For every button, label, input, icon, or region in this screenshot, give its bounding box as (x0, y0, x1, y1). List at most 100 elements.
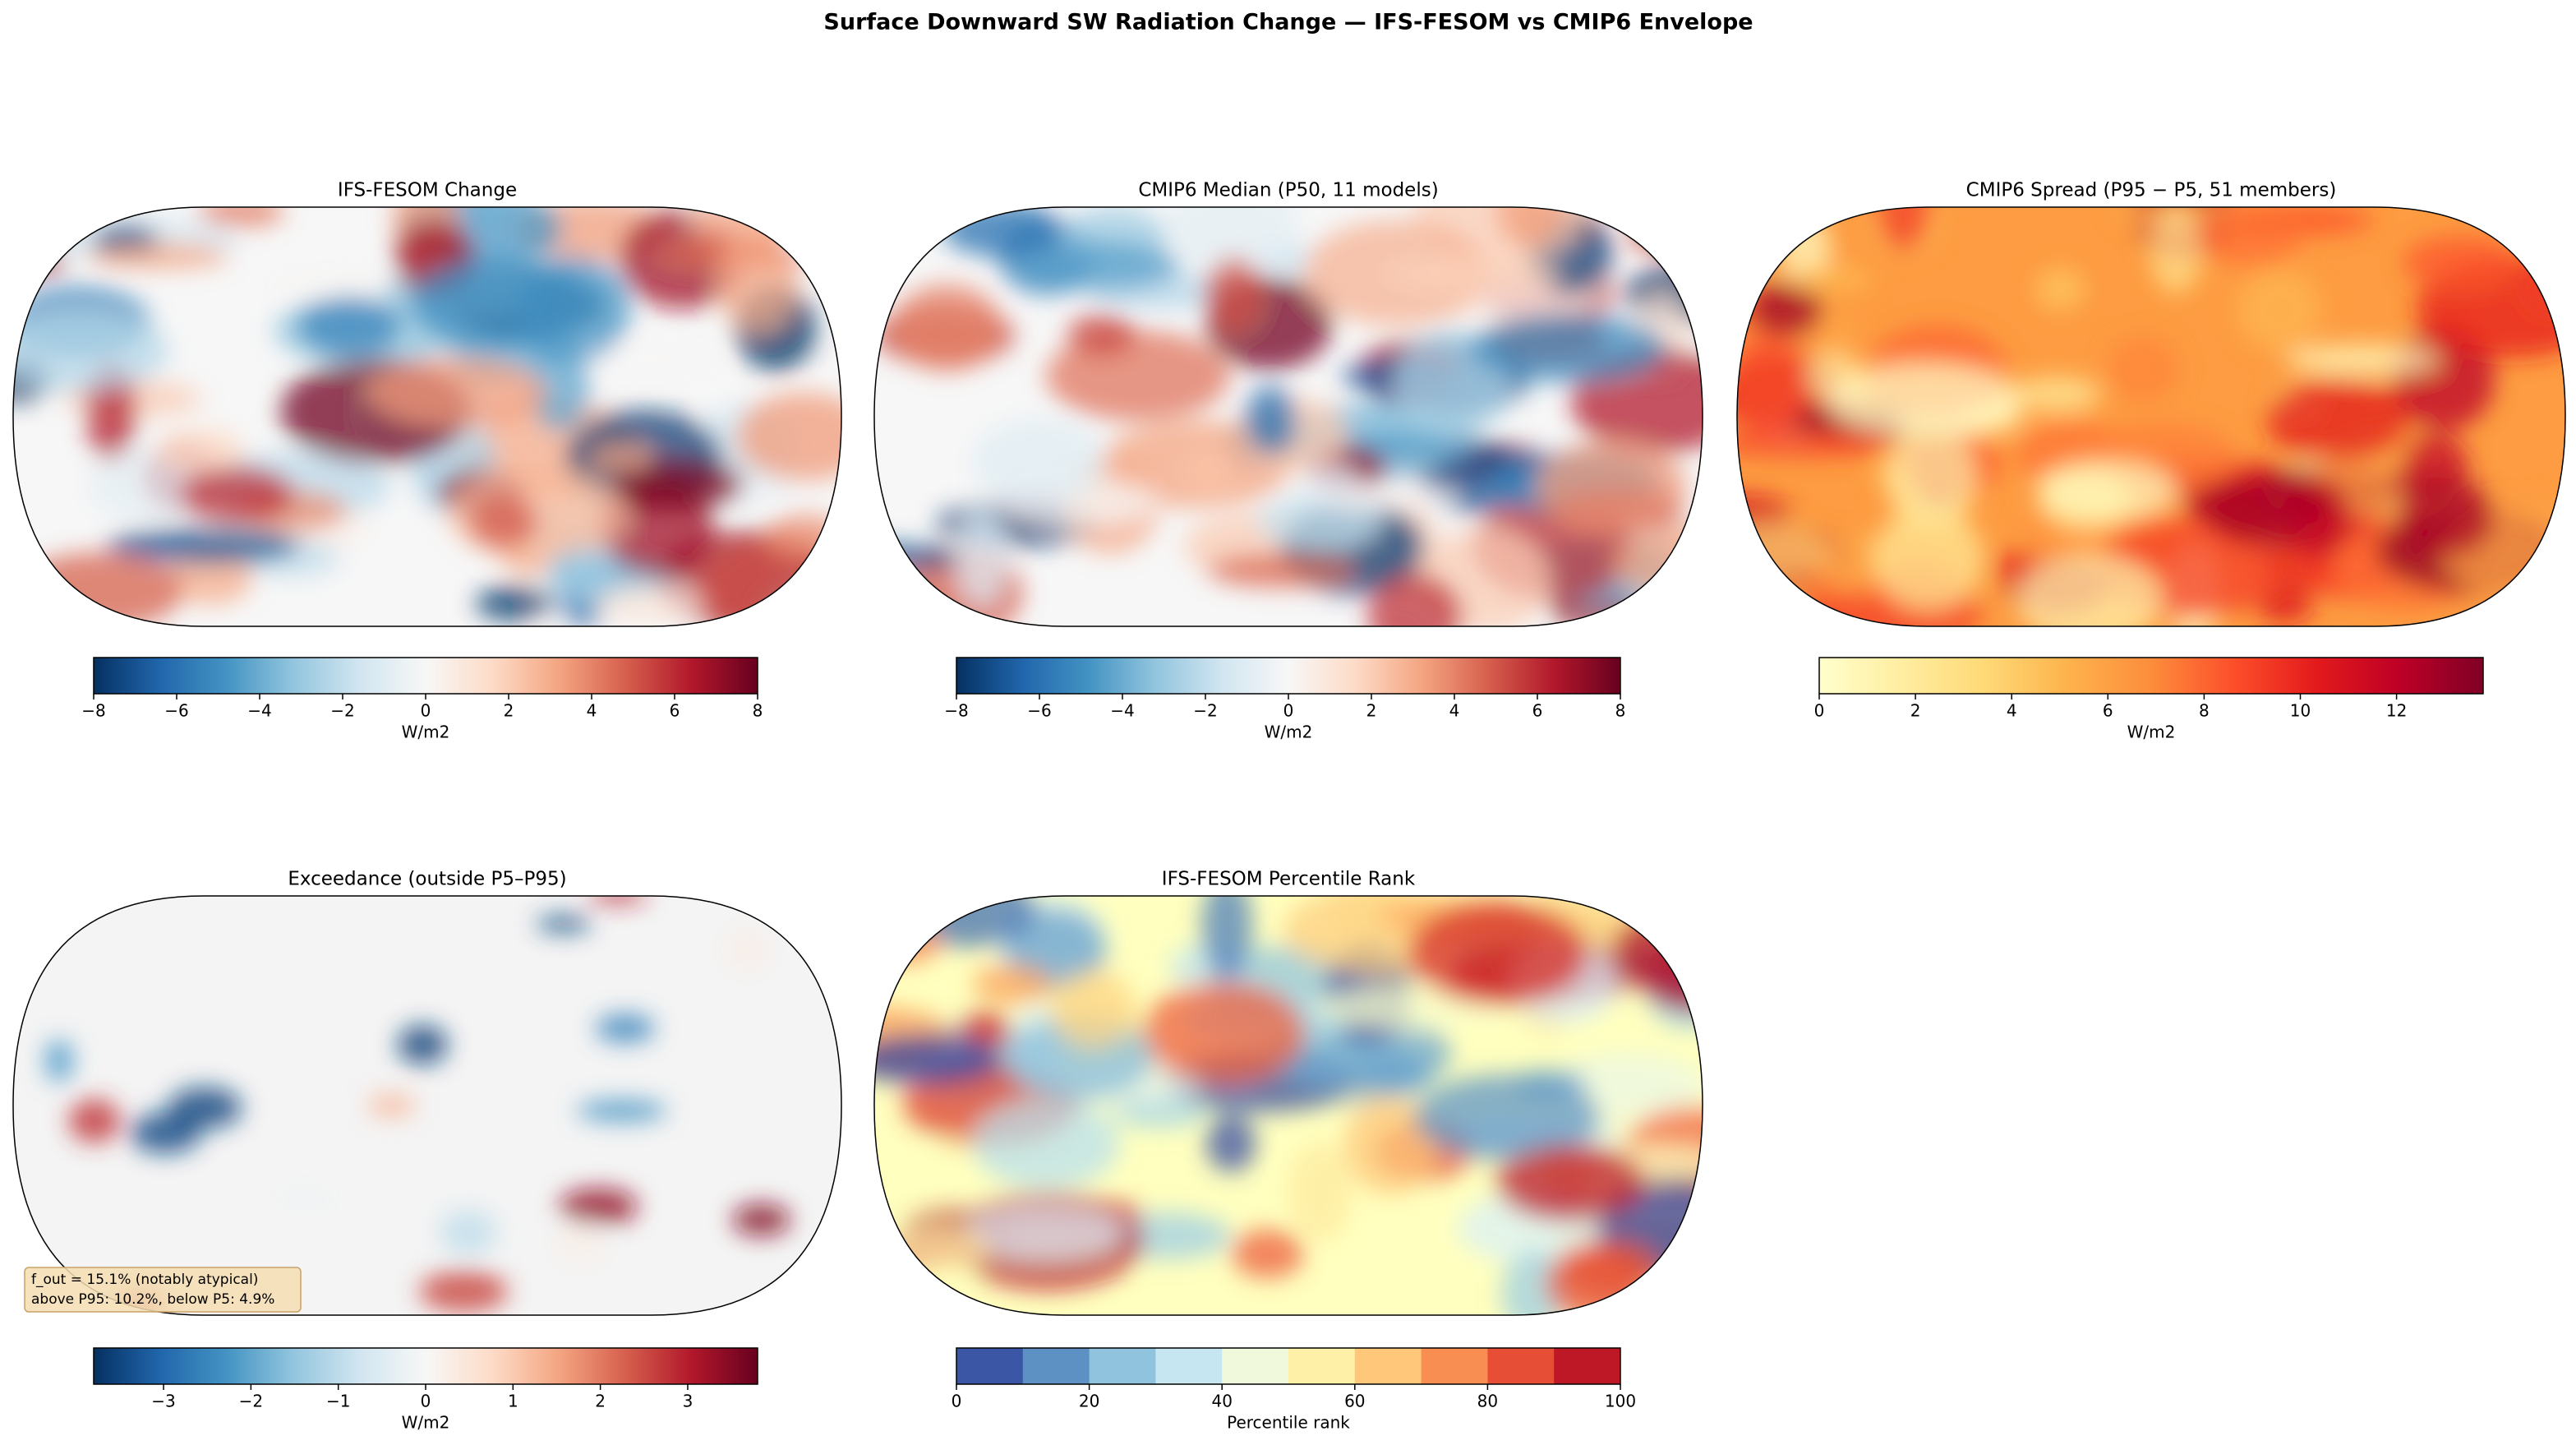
map-blob (1205, 257, 1265, 335)
map-blob (1495, 1143, 1646, 1221)
map-blob (1737, 331, 1807, 435)
colorbar (94, 1348, 758, 1384)
map-outline (12, 206, 842, 627)
map-blob (758, 575, 841, 626)
colorbar-tick-label: 2 (595, 1392, 606, 1411)
colorbar-bin (1487, 1348, 1555, 1384)
map-blob (2236, 267, 2322, 352)
colorbar-tick-label: −1 (326, 1392, 350, 1411)
colorbar-bin (1089, 1348, 1156, 1384)
map-blob (557, 1226, 604, 1262)
map-blob (276, 1191, 334, 1205)
colorbar-tick-label: −6 (1027, 701, 1051, 721)
map-blob (87, 242, 229, 270)
colorbar-tick-label: 6 (670, 701, 680, 721)
panel-title: CMIP6 Spread (P95 − P5, 51 members) (1966, 180, 2337, 201)
map-blob (1205, 1115, 1256, 1172)
map-blob (1789, 265, 1874, 293)
colorbar-bin (1222, 1348, 1289, 1384)
colorbar-tick-label: 2 (1366, 701, 1377, 721)
map-blob (2257, 588, 2313, 624)
map-blob (2266, 379, 2412, 462)
map-blob (1141, 981, 1306, 1085)
colorbar-tick-label: −2 (330, 701, 354, 721)
colorbar-bin (956, 1348, 1024, 1384)
map-blob (1495, 207, 1563, 249)
colorbar-bin (1022, 1348, 1090, 1384)
colorbar-label: W/m2 (2127, 722, 2176, 742)
colorbar (1819, 658, 2483, 694)
colorbar-tick-label: 60 (1344, 1392, 1365, 1411)
colorbar-frame (1818, 657, 2484, 695)
map-outline (12, 895, 842, 1316)
map-blob (2107, 336, 2180, 403)
map-blob (972, 418, 1108, 506)
map-blob (732, 1203, 791, 1236)
map-blob (1413, 1074, 1601, 1161)
map-blob (529, 343, 590, 432)
colorbar-tick-label: 0 (952, 1392, 962, 1411)
colorbar-tick-label: 6 (2103, 701, 2113, 721)
map-blob (1626, 224, 1703, 252)
map-field (874, 207, 1703, 626)
map-field (1737, 207, 2565, 626)
annotation-box (24, 1267, 302, 1313)
annotation-text: above P95: 10.2%, below P5: 4.9% (31, 1291, 274, 1308)
panel-title: IFS-FESOM Change (338, 180, 517, 201)
colorbar-tick-label: −4 (247, 701, 271, 721)
colorbar-tick-label: 6 (1532, 701, 1543, 721)
colorbar-tick-label: 4 (2007, 701, 2017, 721)
colorbar-tick-label: 0 (421, 1392, 431, 1411)
map-blob (1826, 362, 2022, 437)
map-blob (595, 1013, 655, 1043)
map-blob (1611, 525, 1703, 598)
colorbar-bin (1155, 1348, 1223, 1384)
colorbar-tick-label: −3 (151, 1392, 175, 1411)
map-blob (576, 1100, 667, 1122)
colorbar-tick-label: 8 (753, 701, 763, 721)
colorbar-tick-label: 0 (1283, 701, 1294, 721)
map-blob (13, 309, 169, 393)
map-blob (764, 515, 841, 560)
map-blobs (874, 896, 1703, 1315)
map-blob (545, 550, 612, 600)
map-blob (2035, 267, 2086, 311)
colorbar-label: W/m2 (402, 1413, 450, 1433)
map-blob (609, 458, 744, 511)
map-blob (1049, 969, 1136, 1048)
map-blob (1018, 241, 1181, 292)
map-blob (894, 1225, 989, 1273)
map-blob (44, 1039, 74, 1083)
colorbar-tick-label: 0 (421, 701, 431, 721)
map-blob (1408, 902, 1588, 1006)
map-blob (1737, 430, 1897, 457)
colorbar-tick-label: 2 (504, 701, 514, 721)
map-blob (874, 920, 941, 964)
map-blob (892, 284, 1002, 372)
colorbar-label: Percentile rank (1227, 1413, 1350, 1433)
map-blob (2011, 376, 2102, 413)
map-blobs (1737, 207, 2565, 626)
colorbar-bin (1354, 1348, 1422, 1384)
colorbar-tick-label: −2 (1193, 701, 1217, 721)
colorbar-tick-label: −8 (81, 701, 105, 721)
map-blob (781, 213, 841, 265)
map-blob (2184, 478, 2334, 532)
colorbar (94, 658, 758, 694)
map-blob (15, 552, 183, 626)
colorbar-frame (956, 1347, 1621, 1385)
map-blob (1113, 1096, 1206, 1129)
map-blob (735, 392, 841, 482)
colorbar-bin (1554, 1348, 1621, 1384)
map-blob (1288, 1143, 1352, 1241)
map-blob (1201, 896, 1253, 981)
map-blob (1245, 385, 1297, 455)
map-blobs (44, 896, 791, 1315)
map-blob (874, 1034, 1002, 1085)
map-outline (1736, 206, 2566, 627)
map-blob (107, 527, 301, 565)
panel-title: CMIP6 Median (P50, 11 models) (1138, 180, 1438, 201)
map-blob (468, 496, 537, 548)
map-field (874, 896, 1703, 1315)
